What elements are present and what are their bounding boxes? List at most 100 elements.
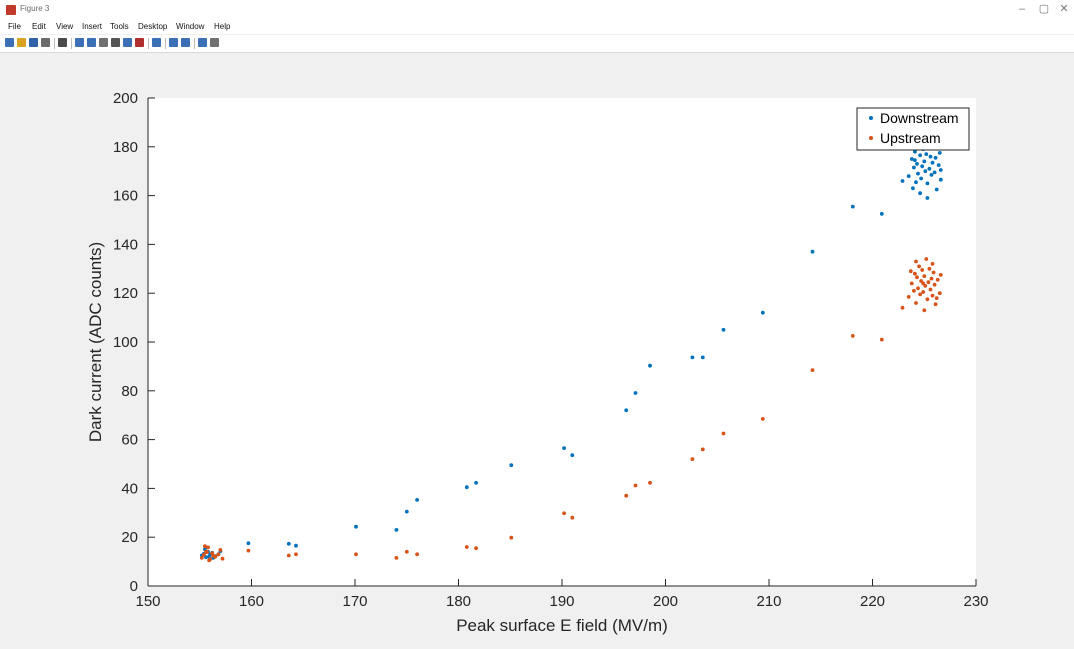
print-icon[interactable] (41, 38, 50, 47)
menu-file[interactable]: File (8, 22, 21, 31)
data-point-upstream (920, 268, 925, 272)
data-point-downstream (570, 453, 575, 458)
data-point-upstream (906, 295, 911, 299)
minimize-icon[interactable]: – (1018, 3, 1026, 15)
data-point-upstream (206, 545, 210, 550)
close-icon[interactable]: ✕ (1059, 3, 1069, 15)
data-point-downstream (937, 151, 942, 155)
data-point-downstream (918, 153, 922, 158)
y-tick-label: 20 (121, 529, 138, 546)
data-point-downstream (913, 149, 917, 154)
data-point-downstream (810, 249, 815, 254)
menu-tools[interactable]: Tools (110, 22, 129, 31)
data-point-downstream (938, 168, 943, 172)
data-point-upstream (932, 282, 937, 287)
toolbar-separator (148, 38, 149, 49)
data-point-upstream (202, 552, 206, 557)
data-point-upstream (570, 515, 575, 520)
data-point-downstream (562, 446, 566, 450)
y-tick-label: 180 (113, 139, 138, 156)
data-point-downstream (624, 408, 629, 413)
show-plot-tools-icon[interactable] (210, 38, 219, 47)
figure-toolbar (0, 35, 1074, 53)
data-point-upstream (690, 457, 695, 461)
menu-view[interactable]: View (56, 22, 74, 31)
data-point-upstream (922, 308, 927, 313)
data-point-upstream (908, 269, 913, 274)
data-point-upstream (915, 275, 919, 280)
save-icon[interactable] (29, 38, 38, 47)
matlab-figure-icon (6, 5, 16, 15)
data-point-downstream (912, 165, 916, 170)
data-point-upstream (937, 291, 942, 296)
menu-insert[interactable]: Insert (82, 22, 103, 31)
x-tick-label: 220 (860, 593, 885, 610)
data-point-upstream (933, 302, 938, 307)
data-point-downstream (354, 524, 358, 529)
y-tick-label: 0 (130, 578, 138, 595)
data-point-upstream (415, 552, 419, 557)
axis-ticks: 150 160 170 180 190 200 210 220 230 0 20 40 60 80 100 1… (113, 90, 989, 610)
data-point-upstream (921, 290, 926, 294)
zoom-out-icon[interactable] (87, 38, 96, 47)
data-point-downstream (928, 154, 933, 159)
data-point-upstream (928, 287, 933, 292)
data-point-upstream (929, 276, 934, 281)
zoom-in-icon[interactable] (75, 38, 84, 47)
data-cursor-icon[interactable] (123, 38, 132, 47)
plot-area (148, 98, 976, 586)
y-tick-label: 60 (121, 432, 138, 449)
data-point-downstream (924, 152, 929, 157)
rotate-3d-icon[interactable] (111, 38, 120, 47)
data-point-upstream (474, 546, 478, 551)
data-point-upstream (909, 281, 914, 286)
open-file-icon[interactable] (17, 38, 26, 47)
data-point-downstream (938, 177, 943, 182)
y-tick-label: 200 (113, 90, 138, 107)
data-point-upstream (912, 288, 916, 293)
data-point-upstream (921, 281, 926, 286)
insert-legend-icon[interactable] (181, 38, 190, 47)
menu-help[interactable]: Help (214, 22, 231, 31)
y-tick-label: 80 (121, 383, 138, 400)
pan-icon[interactable] (99, 38, 108, 47)
data-point-downstream (906, 174, 911, 179)
series-upstream (199, 257, 943, 563)
menu-edit[interactable]: Edit (32, 22, 46, 31)
data-point-upstream (913, 271, 917, 276)
data-point-upstream (464, 545, 469, 549)
data-point-upstream (286, 553, 291, 558)
data-point-upstream (934, 296, 939, 300)
hide-plot-tools-icon[interactable] (198, 38, 207, 47)
legend[interactable]: Downstream Upstream (856, 107, 970, 151)
data-point-upstream (404, 549, 409, 554)
x-tick-label: 190 (549, 593, 574, 610)
data-point-downstream (925, 196, 930, 200)
y-axis-label: Dark current (ADC counts) (86, 242, 105, 442)
maximize-icon[interactable]: ▢ (1038, 3, 1050, 15)
data-point-upstream (917, 264, 921, 269)
data-point-upstream (203, 544, 207, 549)
data-point-downstream (294, 543, 298, 548)
data-point-downstream (700, 355, 705, 360)
toolbar-separator (54, 38, 55, 49)
new-figure-icon[interactable] (5, 38, 14, 47)
menu-window[interactable]: Window (176, 22, 205, 31)
data-point-upstream (810, 368, 815, 372)
data-point-downstream (934, 187, 939, 192)
insert-colorbar-icon[interactable] (169, 38, 178, 47)
edit-plot-icon[interactable] (58, 38, 67, 47)
data-point-downstream (760, 310, 765, 315)
brush-icon[interactable] (135, 38, 144, 47)
data-point-downstream (246, 541, 251, 546)
data-point-upstream (935, 277, 940, 282)
data-point-upstream (294, 552, 298, 557)
y-tick-label: 100 (113, 334, 138, 351)
menu-bar: File Edit View Insert Tools Desktop Wind… (0, 20, 1074, 34)
data-point-upstream (918, 292, 922, 297)
data-point-upstream (216, 552, 221, 557)
data-point-upstream (633, 483, 638, 488)
menu-desktop[interactable]: Desktop (138, 22, 168, 31)
data-point-upstream (930, 262, 935, 266)
link-plot-icon[interactable] (152, 38, 161, 47)
